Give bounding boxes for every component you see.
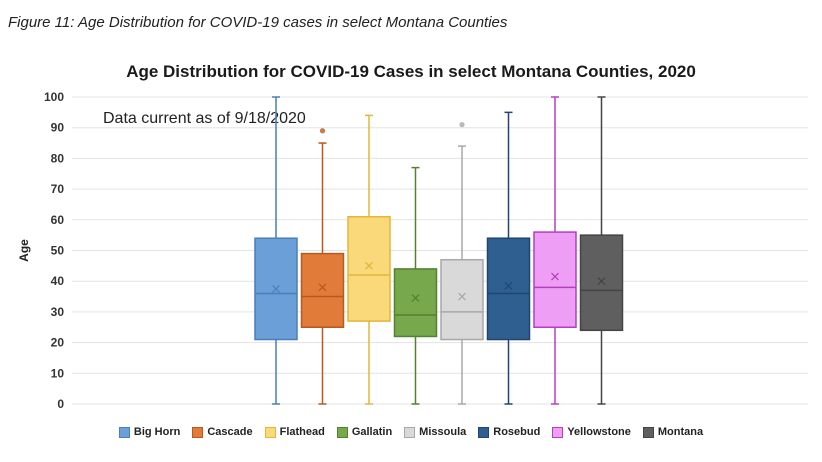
outlier-point bbox=[319, 128, 326, 134]
legend-item: Cascade bbox=[192, 426, 253, 438]
legend-swatch bbox=[264, 426, 276, 438]
y-tick-label: 10 bbox=[51, 366, 65, 380]
legend-label: Montana bbox=[657, 426, 704, 438]
legend-label: Gallatin bbox=[351, 426, 393, 438]
y-tick-label: 90 bbox=[51, 121, 65, 135]
y-tick-label: 80 bbox=[51, 151, 65, 165]
legend-item: Montana bbox=[642, 426, 704, 438]
legend-swatch bbox=[404, 426, 416, 438]
legend-item: Yellowstone bbox=[552, 426, 631, 438]
legend-item: Gallatin bbox=[336, 426, 393, 438]
y-tick-label: 50 bbox=[51, 244, 65, 258]
y-tick-label: 70 bbox=[51, 182, 65, 196]
legend-swatch bbox=[552, 426, 564, 438]
box-cascade bbox=[300, 252, 345, 329]
mean-marker bbox=[551, 272, 559, 281]
mean-marker bbox=[318, 283, 327, 292]
y-tick-label: 20 bbox=[51, 336, 65, 350]
y-tick-label: 0 bbox=[57, 397, 64, 411]
figure-caption: Figure 11: Age Distribution for COVID-19… bbox=[8, 14, 508, 31]
y-axis-label: Age bbox=[17, 239, 31, 262]
box-yellowstone bbox=[533, 231, 577, 328]
box-montana bbox=[579, 234, 624, 332]
chart-title: Age Distribution for COVID-19 Cases in s… bbox=[126, 62, 696, 81]
legend-label: Rosebud bbox=[493, 426, 541, 438]
legend-swatch bbox=[192, 426, 204, 438]
box-flathead bbox=[347, 215, 391, 322]
legend-swatch bbox=[478, 426, 490, 438]
box-missoula bbox=[440, 258, 484, 341]
y-tick-label: 100 bbox=[44, 90, 64, 104]
legend-swatch bbox=[336, 426, 348, 438]
y-tick-label: 30 bbox=[51, 305, 65, 319]
mean-marker bbox=[365, 261, 373, 270]
legend-label: Big Horn bbox=[133, 426, 181, 438]
box-rosebud bbox=[486, 237, 531, 341]
box-gallatin bbox=[393, 268, 438, 338]
legend-swatch bbox=[118, 426, 130, 438]
legend-label: Cascade bbox=[207, 426, 253, 438]
legend-swatch bbox=[642, 426, 654, 438]
mean-marker bbox=[504, 281, 513, 290]
legend-item: Missoula bbox=[404, 426, 466, 438]
outlier-point bbox=[459, 122, 465, 128]
legend-item: Big Horn bbox=[118, 426, 181, 438]
mean-marker bbox=[272, 284, 280, 293]
mean-marker bbox=[411, 294, 420, 303]
mean-marker bbox=[597, 277, 606, 286]
legend-label: Yellowstone bbox=[567, 426, 631, 438]
legend-label: Missoula bbox=[419, 426, 467, 438]
legend-item: Rosebud bbox=[478, 426, 540, 438]
chart-legend: Big Horn Cascade Flathead Gallatin Missoula R… bbox=[0, 426, 822, 438]
y-tick-label: 60 bbox=[51, 213, 65, 227]
mean-marker bbox=[458, 292, 466, 301]
data-date-annotation: Data current as of 9/18/2020 bbox=[103, 110, 306, 127]
legend-item: Flathead bbox=[264, 426, 325, 438]
legend-label: Flathead bbox=[279, 426, 325, 438]
y-tick-label: 40 bbox=[51, 274, 65, 288]
